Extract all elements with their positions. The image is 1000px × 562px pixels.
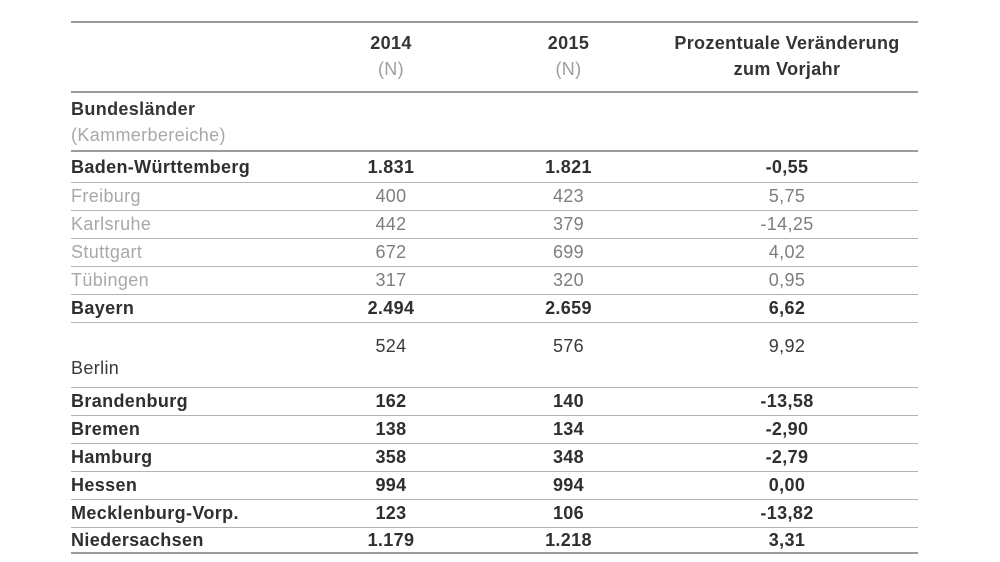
value-2014: 1.179 — [301, 527, 481, 554]
percent-header-line2: zum Vorjahr — [733, 59, 841, 79]
row-label: Mecklenburg-Vorp. — [71, 499, 301, 528]
value-percent: 9,92 — [656, 322, 918, 388]
row-label: Baden-Württemberg — [71, 151, 301, 183]
table-row-niedersachsen: Niedersachsen 1.179 1.218 3,31 — [71, 527, 918, 554]
value-2015: 140 — [481, 387, 656, 416]
value-percent: -0,55 — [656, 151, 918, 183]
table-row-karlsruhe: Karlsruhe 442 379 -14,25 — [71, 210, 918, 239]
value-2014: 442 — [301, 210, 481, 239]
value-2014: 400 — [301, 182, 481, 211]
value-percent: -14,25 — [656, 210, 918, 239]
row-label: Hamburg — [71, 443, 301, 472]
table-row-freiburg: Freiburg 400 423 5,75 — [71, 182, 918, 211]
value-percent: 3,31 — [656, 527, 918, 554]
value-2014: 672 — [301, 238, 481, 267]
value-2014: 524 — [301, 322, 481, 388]
row-label: Brandenburg — [71, 387, 301, 416]
section-subtitle: (Kammerbereiche) — [71, 125, 226, 145]
value-percent: -2,79 — [656, 443, 918, 472]
value-2014: 994 — [301, 471, 481, 500]
column-header-2015: 2015 (N) — [481, 22, 656, 93]
value-2015: 994 — [481, 471, 656, 500]
column-header-percent-change: Prozentuale Veränderung zum Vorjahr — [656, 22, 918, 93]
section-header-cell: Bundesländer (Kammerbereiche) — [71, 92, 301, 152]
table-row-brandenburg: Brandenburg 162 140 -13,58 — [71, 387, 918, 416]
value-2014: 138 — [301, 415, 481, 444]
value-percent: 4,02 — [656, 238, 918, 267]
row-label: Tübingen — [71, 266, 301, 295]
value-2015: 699 — [481, 238, 656, 267]
table-row-baden-wuerttemberg: Baden-Württemberg 1.831 1.821 -0,55 — [71, 151, 918, 183]
value-2014: 317 — [301, 266, 481, 295]
value-percent: 5,75 — [656, 182, 918, 211]
table-row-berlin: Berlin 524 576 9,92 — [71, 322, 918, 388]
table-row-tuebingen: Tübingen 317 320 0,95 — [71, 266, 918, 295]
table-row-stuttgart: Stuttgart 672 699 4,02 — [71, 238, 918, 267]
value-percent: 0,00 — [656, 471, 918, 500]
section-header-row: Bundesländer (Kammerbereiche) — [71, 92, 918, 152]
row-label: Niedersachsen — [71, 527, 301, 554]
row-label: Karlsruhe — [71, 210, 301, 239]
value-percent: 0,95 — [656, 266, 918, 295]
statistics-table-container: 2014 (N) 2015 (N) Prozentuale Veränderun… — [71, 21, 918, 554]
statistics-table: 2014 (N) 2015 (N) Prozentuale Veränderun… — [71, 21, 918, 554]
row-label: Bremen — [71, 415, 301, 444]
percent-header-line1: Prozentuale Veränderung — [674, 33, 900, 53]
n-sublabel-2014: (N) — [377, 59, 405, 79]
value-2015: 423 — [481, 182, 656, 211]
value-percent: -13,82 — [656, 499, 918, 528]
table-row-hamburg: Hamburg 358 348 -2,79 — [71, 443, 918, 472]
column-header-2014: 2014 (N) — [301, 22, 481, 93]
section-title: Bundesländer — [71, 99, 196, 119]
year-2014-label: 2014 — [370, 33, 412, 53]
row-label: Freiburg — [71, 182, 301, 211]
value-percent: 6,62 — [656, 294, 918, 323]
value-2015: 320 — [481, 266, 656, 295]
value-2015: 1.218 — [481, 527, 656, 554]
value-2015: 2.659 — [481, 294, 656, 323]
row-label: Stuttgart — [71, 238, 301, 267]
value-2015: 106 — [481, 499, 656, 528]
year-2015-label: 2015 — [547, 33, 590, 53]
value-2015: 576 — [481, 322, 656, 388]
value-2014: 1.831 — [301, 151, 481, 183]
table-row-mecklenburg-vorp: Mecklenburg-Vorp. 123 106 -13,82 — [71, 499, 918, 528]
column-header-empty — [71, 22, 301, 93]
table-row-hessen: Hessen 994 994 0,00 — [71, 471, 918, 500]
value-2015: 1.821 — [481, 151, 656, 183]
value-2014: 162 — [301, 387, 481, 416]
value-percent: -2,90 — [656, 415, 918, 444]
table-row-bayern: Bayern 2.494 2.659 6,62 — [71, 294, 918, 323]
value-2014: 123 — [301, 499, 481, 528]
value-percent: -13,58 — [656, 387, 918, 416]
row-label: Hessen — [71, 471, 301, 500]
row-label: Bayern — [71, 294, 301, 323]
value-2014: 358 — [301, 443, 481, 472]
table-row-bremen: Bremen 138 134 -2,90 — [71, 415, 918, 444]
column-header-row: 2014 (N) 2015 (N) Prozentuale Veränderun… — [71, 22, 918, 93]
value-2014: 2.494 — [301, 294, 481, 323]
row-label: Berlin — [71, 322, 301, 388]
value-2015: 379 — [481, 210, 656, 239]
value-2015: 134 — [481, 415, 656, 444]
value-2015: 348 — [481, 443, 656, 472]
n-sublabel-2015: (N) — [555, 59, 582, 79]
